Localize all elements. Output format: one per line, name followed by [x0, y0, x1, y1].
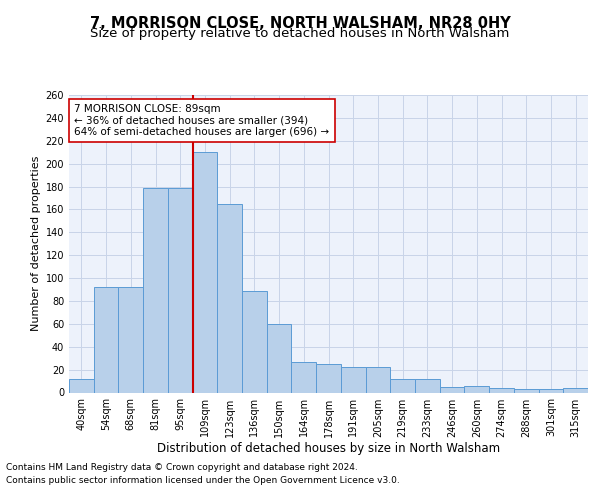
Bar: [267, 324, 292, 392]
Bar: [563, 388, 588, 392]
Text: Contains public sector information licensed under the Open Government Licence v3: Contains public sector information licen…: [6, 476, 400, 485]
Bar: [69, 379, 94, 392]
Bar: [168, 188, 193, 392]
Bar: [94, 287, 118, 393]
Bar: [365, 368, 390, 392]
Text: Size of property relative to detached houses in North Walsham: Size of property relative to detached ho…: [91, 28, 509, 40]
Bar: [390, 379, 415, 392]
Text: 7, MORRISON CLOSE, NORTH WALSHAM, NR28 0HY: 7, MORRISON CLOSE, NORTH WALSHAM, NR28 0…: [89, 16, 511, 31]
Bar: [217, 204, 242, 392]
Bar: [514, 389, 539, 392]
Bar: [118, 287, 143, 393]
Bar: [489, 388, 514, 392]
Bar: [292, 362, 316, 392]
Bar: [440, 387, 464, 392]
Text: 7 MORRISON CLOSE: 89sqm
← 36% of detached houses are smaller (394)
64% of semi-d: 7 MORRISON CLOSE: 89sqm ← 36% of detache…: [74, 104, 329, 137]
Bar: [464, 386, 489, 392]
Y-axis label: Number of detached properties: Number of detached properties: [31, 156, 41, 332]
Text: Contains HM Land Registry data © Crown copyright and database right 2024.: Contains HM Land Registry data © Crown c…: [6, 462, 358, 471]
Bar: [539, 389, 563, 392]
Bar: [242, 290, 267, 392]
Bar: [143, 188, 168, 392]
X-axis label: Distribution of detached houses by size in North Walsham: Distribution of detached houses by size …: [157, 442, 500, 456]
Bar: [193, 152, 217, 392]
Bar: [415, 379, 440, 392]
Bar: [316, 364, 341, 392]
Bar: [341, 368, 365, 392]
